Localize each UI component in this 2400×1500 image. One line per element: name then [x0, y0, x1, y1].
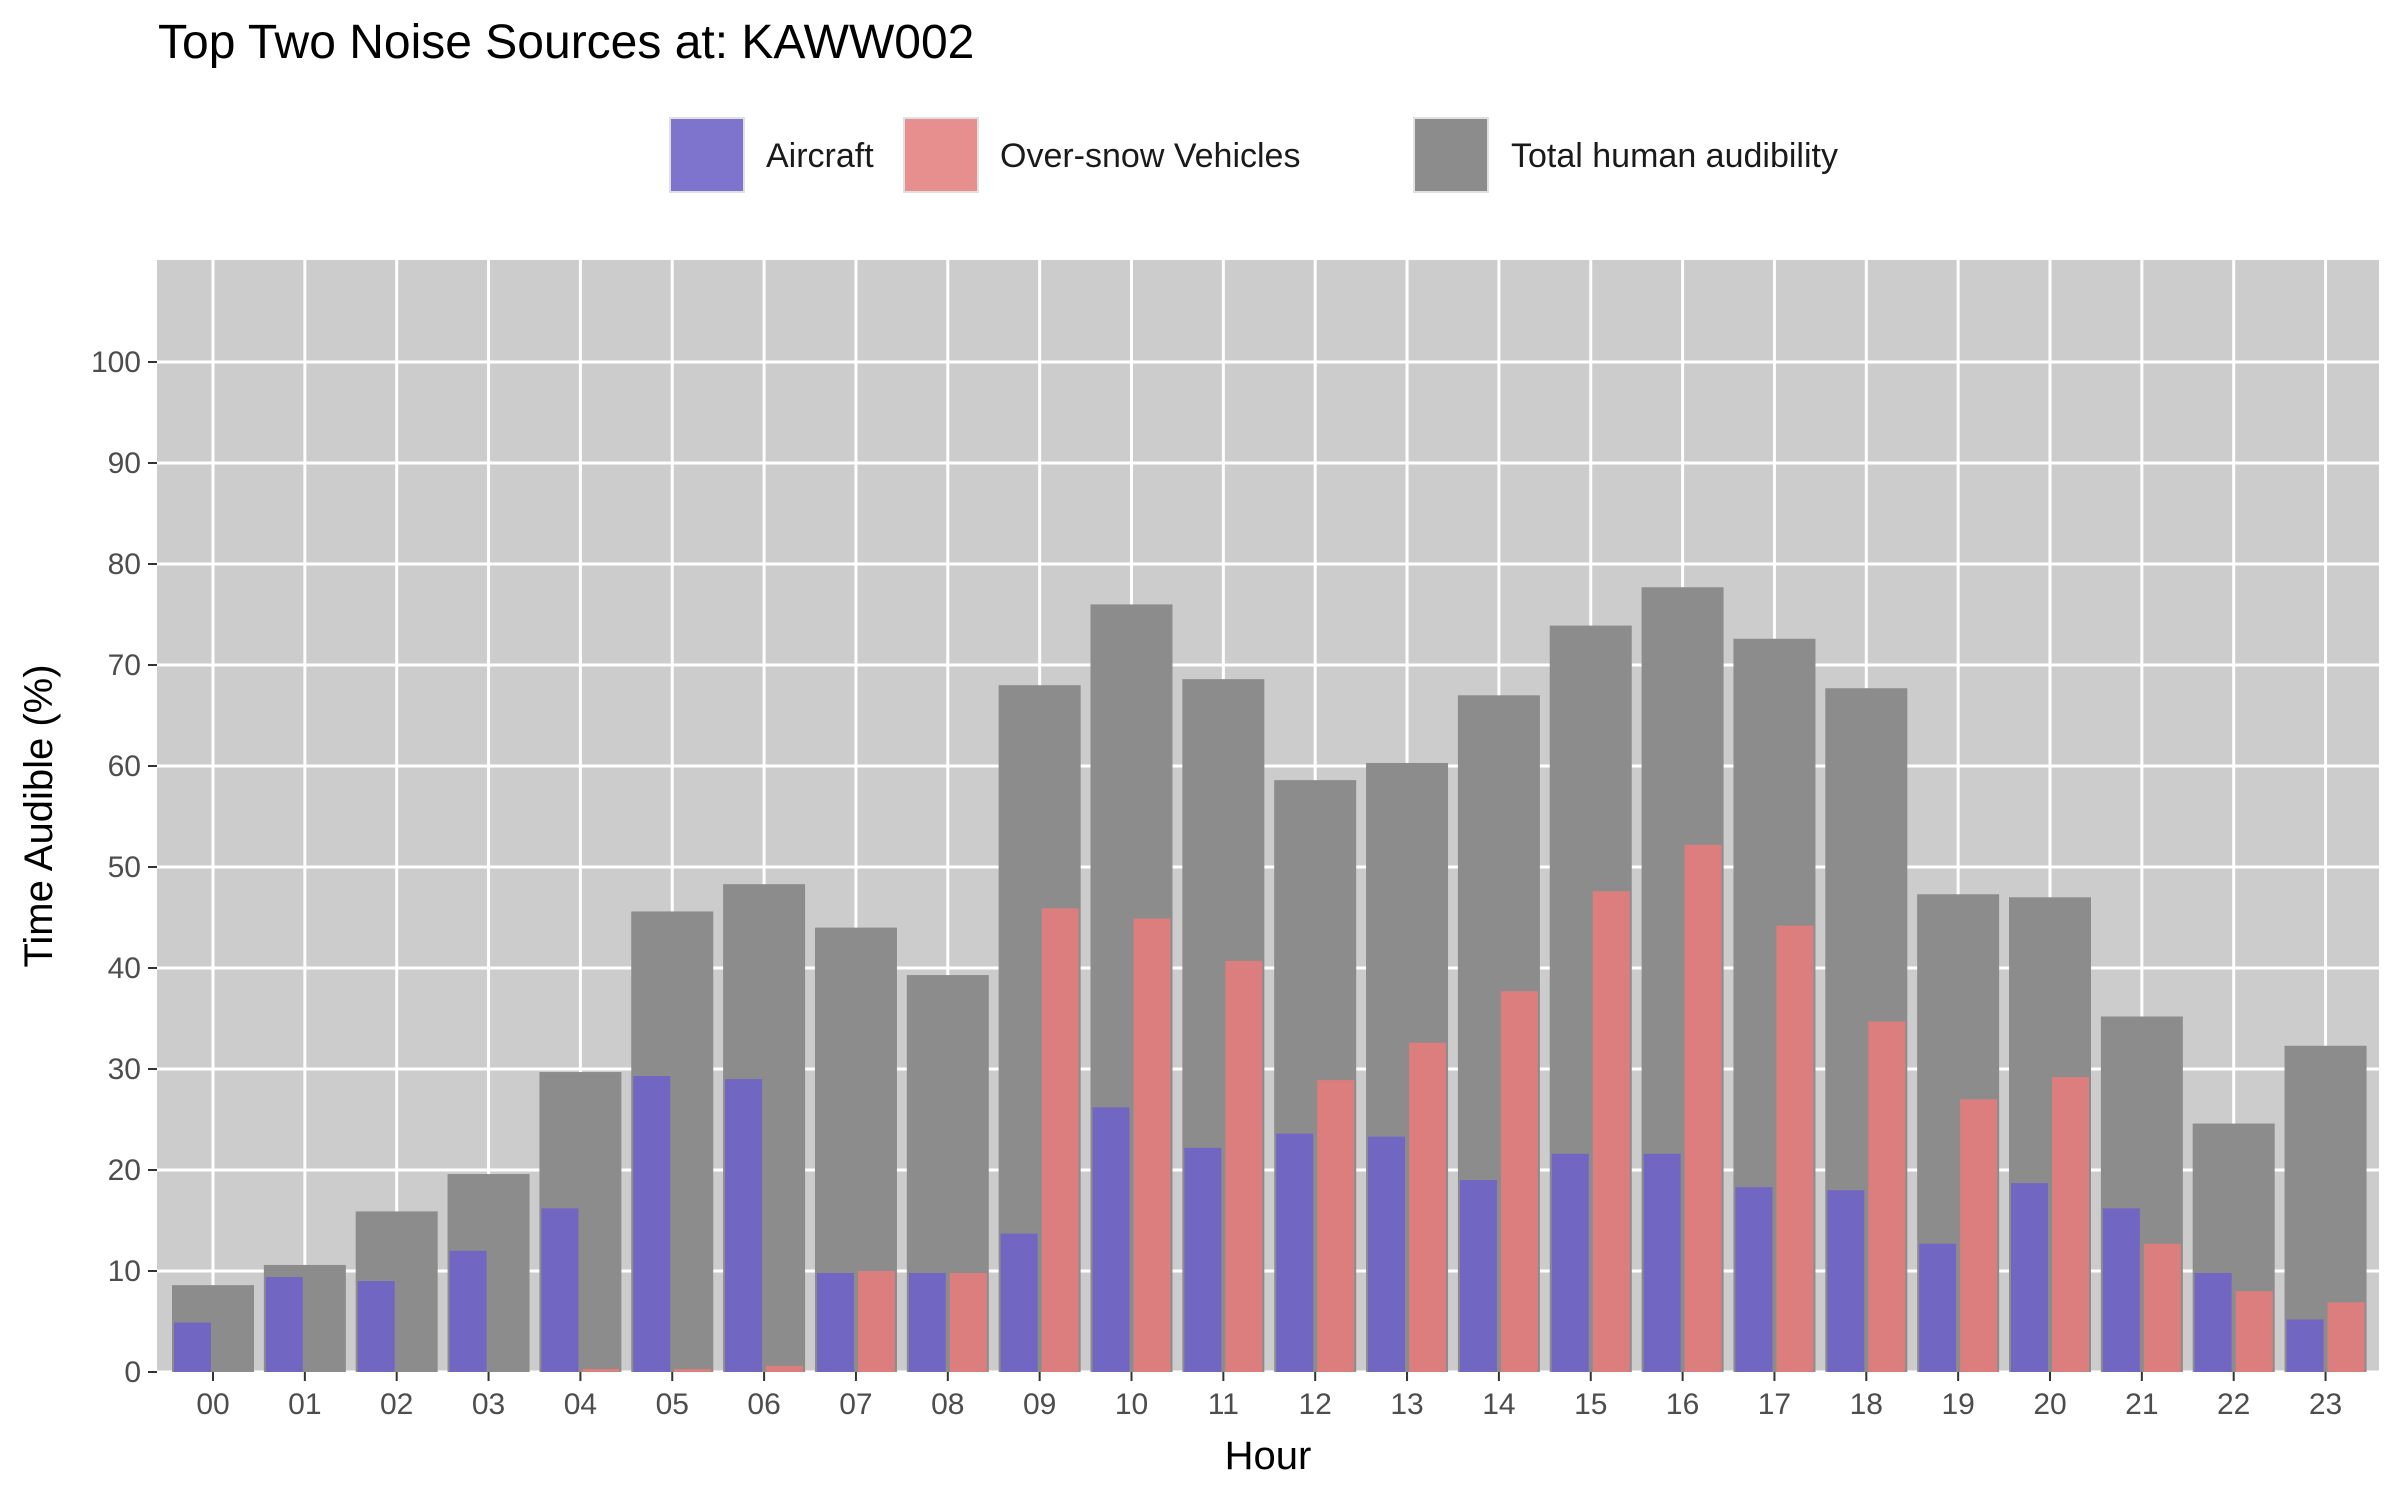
bar-aircraft: [2286, 1319, 2324, 1372]
bar-aircraft: [1735, 1187, 1773, 1372]
y-axis: 0 10 20 30 40 50 60 70 80 90 100: [91, 346, 157, 1389]
bars: [172, 587, 2367, 1372]
bar-aircraft: [725, 1079, 763, 1372]
legend-label-aircraft: Aircraft: [766, 137, 874, 175]
bar-over-snow-vehicles: [766, 1365, 804, 1372]
bar-over-snow-vehicles: [2143, 1243, 2181, 1372]
x-tick-label: 22: [2217, 1388, 2250, 1421]
bar-over-snow-vehicles: [949, 1273, 987, 1372]
x-tick-label: 12: [1299, 1388, 1332, 1421]
bar-aircraft: [816, 1273, 854, 1372]
bar-aircraft: [1092, 1107, 1130, 1372]
bar-over-snow-vehicles: [1776, 925, 1814, 1372]
x-tick-label: 14: [1482, 1388, 1515, 1421]
bar-over-snow-vehicles: [1041, 908, 1079, 1372]
x-tick-label: 11: [1208, 1388, 1239, 1421]
x-tick-label: 20: [2033, 1388, 2066, 1421]
y-axis-title: Time Audible (%): [17, 664, 61, 967]
bar-aircraft: [174, 1322, 211, 1372]
y-tick-label: 90: [108, 447, 141, 480]
bar-aircraft: [1551, 1153, 1589, 1372]
y-tick-label: 40: [108, 952, 141, 985]
chart-title: Top Two Noise Sources at: KAWW002: [158, 16, 974, 69]
y-tick-label: 50: [108, 851, 141, 884]
bar-aircraft: [1919, 1243, 1957, 1372]
x-tick-label: 18: [1850, 1388, 1883, 1421]
bar-aircraft: [449, 1250, 487, 1372]
bar-over-snow-vehicles: [1960, 1099, 1998, 1372]
bar-aircraft: [2194, 1273, 2232, 1372]
x-tick-label: 19: [1941, 1388, 1974, 1421]
bar-over-snow-vehicles: [1868, 1021, 1906, 1372]
x-tick-label: 10: [1115, 1388, 1148, 1421]
x-tick-label: 04: [564, 1388, 597, 1421]
bar-aircraft: [2102, 1208, 2140, 1372]
bar-aircraft: [633, 1076, 671, 1372]
x-tick-label: 06: [747, 1388, 780, 1421]
bar-over-snow-vehicles: [2235, 1291, 2273, 1372]
x-tick-label: 01: [288, 1388, 321, 1421]
bar-aircraft: [1184, 1147, 1222, 1372]
bar-aircraft: [1459, 1180, 1497, 1372]
y-tick-label: 70: [108, 649, 141, 682]
y-tick-label: 60: [108, 750, 141, 783]
bar-aircraft: [357, 1281, 395, 1372]
y-tick-label: 30: [108, 1053, 141, 1086]
bar-aircraft: [541, 1208, 579, 1372]
x-tick-label: 03: [472, 1388, 505, 1421]
legend-key-aircraft: [669, 117, 745, 193]
x-tick-label: 16: [1666, 1388, 1699, 1421]
x-axis: 00 01 02 03 04 05 06 07 08 09 10 11 12 13 14 15 16 17 18 19…: [196, 1372, 2342, 1421]
x-tick-label: 17: [1758, 1388, 1791, 1421]
bar-aircraft: [1827, 1190, 1865, 1372]
x-tick-label: 02: [380, 1388, 413, 1421]
legend-label-over-snow-vehicles: Over-snow Vehicles: [1000, 137, 1300, 175]
legend: Aircraft Over-snow Vehicles Total human …: [669, 117, 1838, 193]
bar-aircraft: [908, 1273, 946, 1372]
y-tick-label: 80: [108, 548, 141, 581]
legend-label-total-human-audibility: Total human audibility: [1511, 137, 1838, 175]
x-tick-label: 00: [196, 1388, 229, 1421]
x-tick-label: 07: [839, 1388, 872, 1421]
bar-over-snow-vehicles: [1409, 1042, 1447, 1372]
x-axis-title: Hour: [1225, 1434, 1312, 1478]
x-tick-label: 23: [2309, 1388, 2342, 1421]
bar-over-snow-vehicles: [2327, 1302, 2365, 1372]
y-tick-label: 0: [124, 1356, 141, 1389]
bar-over-snow-vehicles: [2052, 1077, 2089, 1372]
bar-over-snow-vehicles: [1500, 991, 1538, 1372]
y-tick-label: 20: [108, 1154, 141, 1187]
bar-aircraft: [1276, 1133, 1314, 1372]
y-tick-label: 10: [108, 1255, 141, 1288]
x-tick-label: 05: [656, 1388, 689, 1421]
x-tick-label: 15: [1574, 1388, 1607, 1421]
bar-aircraft: [2011, 1183, 2048, 1372]
bar-aircraft: [1368, 1136, 1406, 1372]
bar-aircraft: [1000, 1233, 1038, 1372]
legend-key-total-human-audibility: [1413, 117, 1489, 193]
bar-over-snow-vehicles: [1684, 844, 1722, 1372]
x-tick-label: 08: [931, 1388, 964, 1421]
bar-over-snow-vehicles: [1133, 918, 1171, 1372]
bar-over-snow-vehicles: [674, 1368, 712, 1372]
bar-aircraft: [1643, 1153, 1681, 1372]
legend-key-over-snow-vehicles: [903, 117, 979, 193]
bar-over-snow-vehicles: [1317, 1080, 1355, 1372]
bar-aircraft: [265, 1277, 303, 1372]
bar-over-snow-vehicles: [1225, 960, 1263, 1372]
y-tick-label: 100: [91, 346, 141, 379]
bar-over-snow-vehicles: [1592, 891, 1630, 1372]
x-tick-label: 13: [1390, 1388, 1423, 1421]
bar-over-snow-vehicles: [857, 1271, 895, 1372]
x-tick-label: 09: [1023, 1388, 1056, 1421]
bar-over-snow-vehicles: [582, 1368, 620, 1372]
x-tick-label: 21: [2125, 1388, 2158, 1421]
